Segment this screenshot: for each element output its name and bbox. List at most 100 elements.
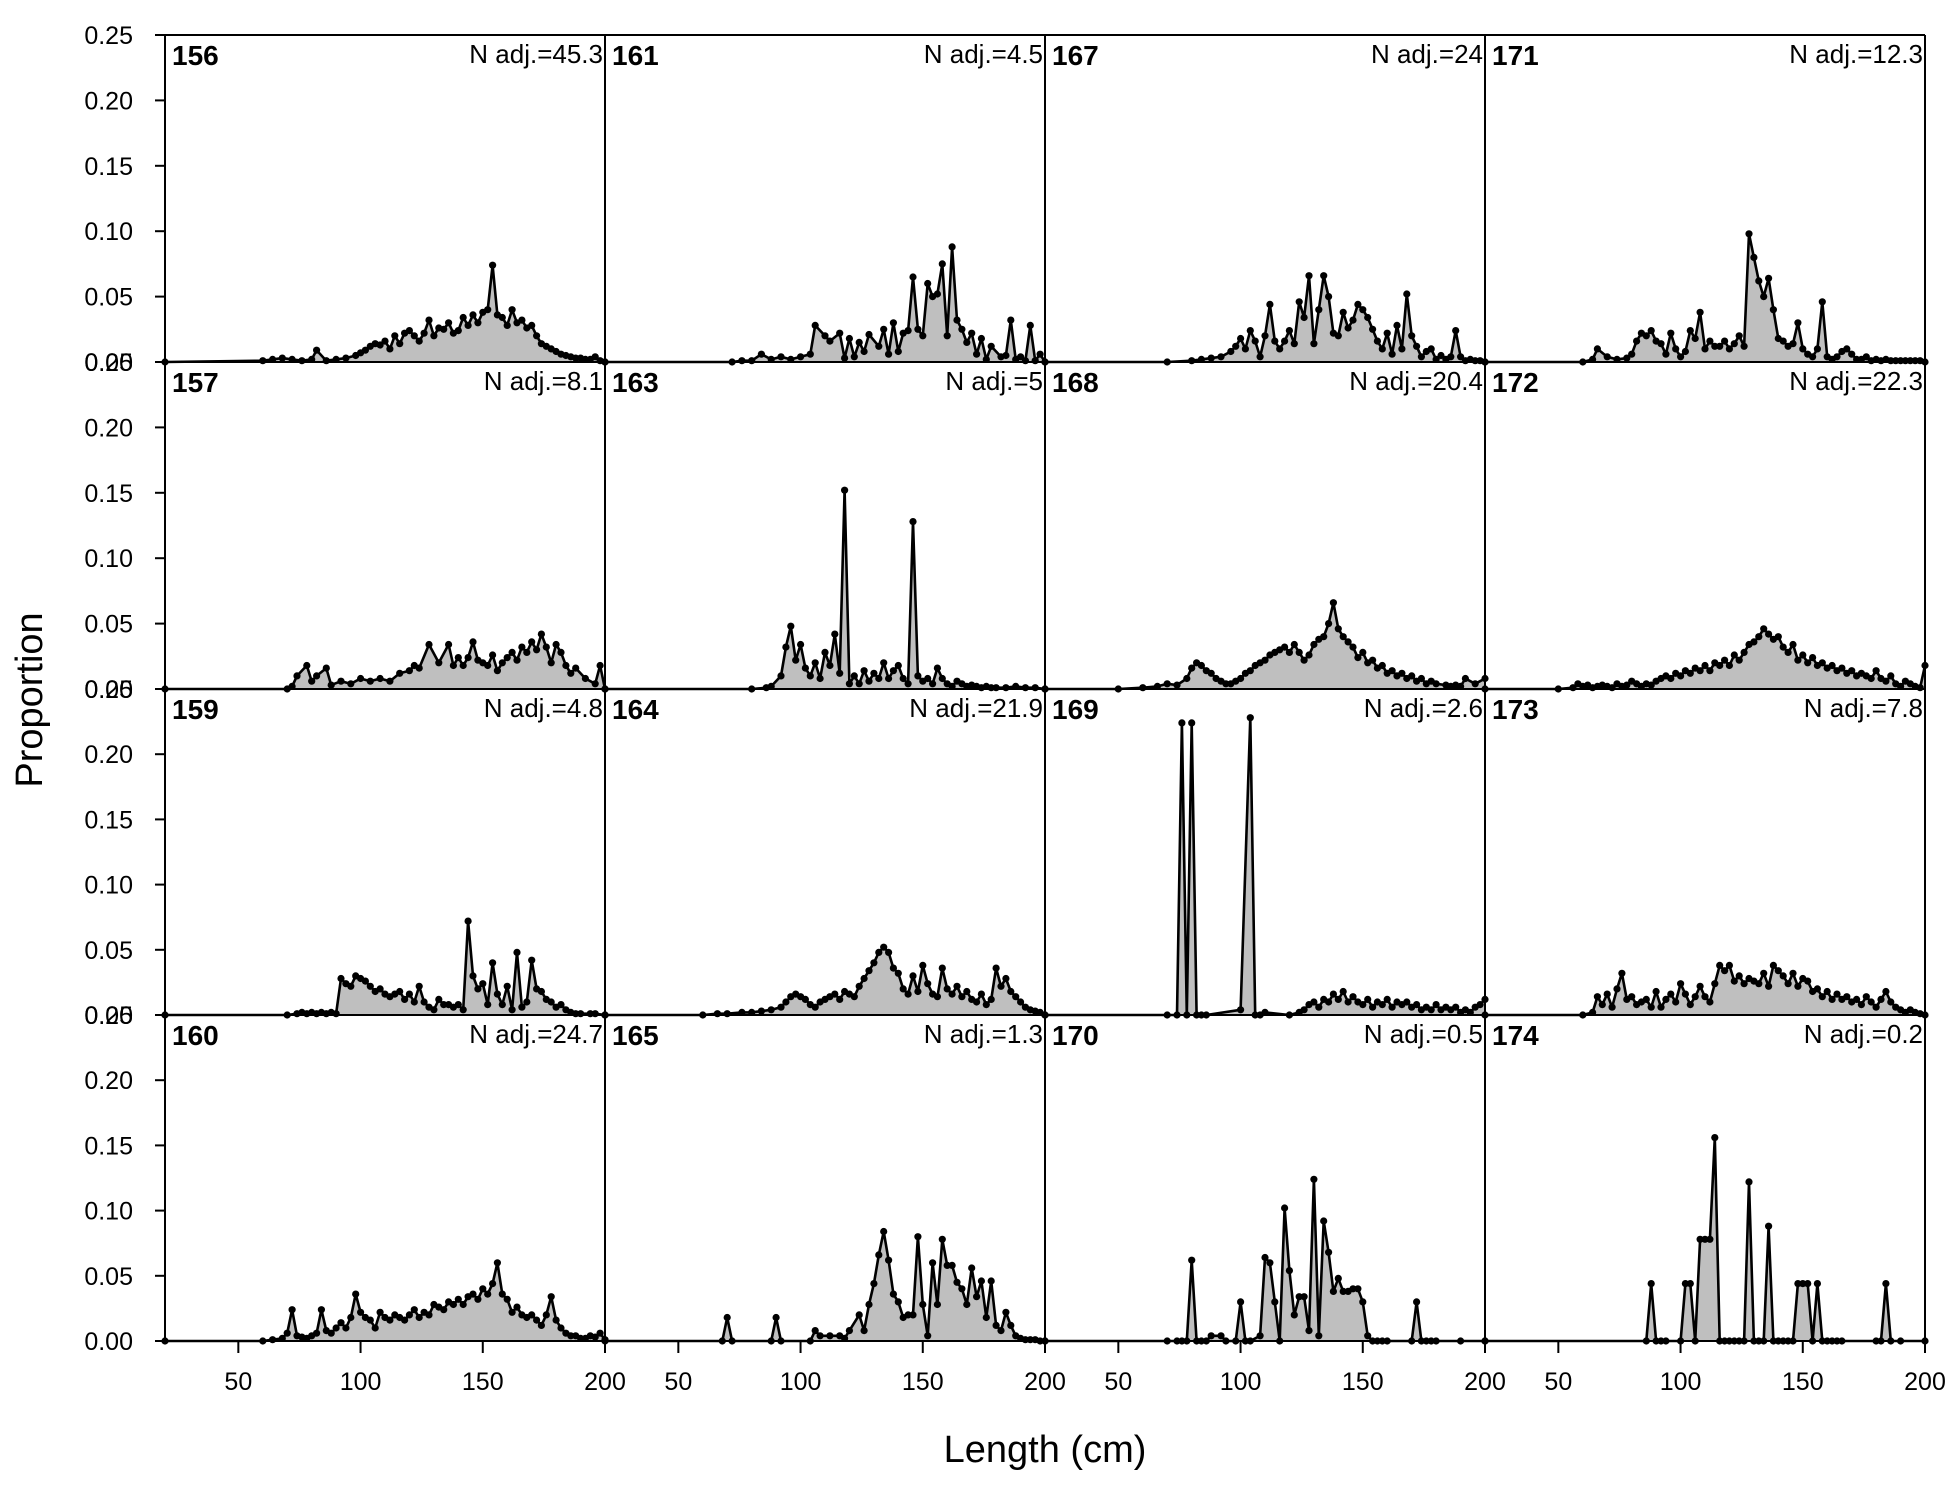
- panel-167: 167 N adj.=24: [1041, 39, 1489, 366]
- data-point: [401, 995, 409, 1004]
- data-point: [508, 1308, 516, 1316]
- y-tick-label: 0.15: [84, 153, 133, 181]
- data-point: [1765, 1222, 1773, 1230]
- data-point: [948, 243, 956, 251]
- data-point: [347, 680, 355, 688]
- data-point: [523, 648, 531, 657]
- data-point: [1813, 1280, 1821, 1288]
- panel-159: 159 N adj.=4.8: [161, 693, 609, 1019]
- data-point: [1329, 599, 1337, 607]
- panel-n-label: N adj.=1.3: [924, 1019, 1043, 1049]
- data-point: [1593, 993, 1601, 1001]
- data-point: [1188, 357, 1196, 365]
- data-point: [904, 680, 912, 688]
- data-point: [1647, 681, 1655, 689]
- series-area: [1045, 717, 1485, 1015]
- data-point: [288, 1306, 296, 1314]
- data-point: [1417, 674, 1425, 683]
- data-point: [1706, 1235, 1714, 1243]
- data-point: [958, 1285, 966, 1293]
- data-point: [410, 1306, 418, 1314]
- data-point: [420, 329, 428, 337]
- panel-id-label: 174: [1492, 1020, 1539, 1051]
- data-point: [357, 674, 365, 683]
- data-point: [396, 340, 404, 348]
- data-point: [933, 664, 942, 672]
- panel-n-label: N adj.=0.2: [1804, 1019, 1923, 1049]
- data-point: [1887, 672, 1895, 680]
- data-point: [567, 669, 575, 677]
- data-point: [1026, 321, 1034, 329]
- data-point: [845, 680, 854, 688]
- data-point: [513, 656, 521, 664]
- data-point: [1246, 714, 1254, 722]
- data-point: [459, 1300, 467, 1309]
- data-point: [1755, 277, 1763, 285]
- data-point: [1730, 340, 1738, 348]
- data-point: [1657, 1003, 1665, 1011]
- data-point: [1857, 1001, 1865, 1009]
- data-point: [1300, 656, 1308, 664]
- data-point: [371, 1324, 379, 1332]
- data-point: [347, 982, 355, 990]
- panel-id-label: 157: [172, 367, 219, 398]
- data-point: [1706, 337, 1714, 345]
- panel-n-label: N adj.=5: [945, 366, 1043, 396]
- data-point: [1241, 345, 1249, 353]
- data-point: [552, 1316, 560, 1324]
- data-point: [1256, 353, 1264, 361]
- data-point: [909, 972, 917, 980]
- data-point: [547, 659, 555, 667]
- data-point: [1188, 664, 1196, 672]
- data-point: [821, 648, 829, 657]
- y-tick-label: 0.20: [84, 741, 133, 769]
- data-point: [1691, 334, 1699, 343]
- panel-170: 170 N adj.=0.5: [1041, 1019, 1489, 1345]
- data-point: [831, 990, 839, 998]
- data-point: [816, 674, 824, 683]
- panel-n-label: N adj.=2.6: [1364, 693, 1483, 723]
- data-point: [885, 674, 893, 683]
- data-point: [880, 325, 888, 333]
- data-point: [459, 313, 467, 322]
- data-point: [904, 990, 912, 998]
- data-point: [469, 972, 477, 980]
- data-point: [1237, 334, 1245, 343]
- y-tick-label: 0.20: [84, 1067, 133, 1095]
- data-point: [1002, 684, 1010, 692]
- data-point: [425, 1311, 433, 1319]
- panel-n-label: N adj.=12.3: [1789, 39, 1923, 69]
- data-point: [1139, 684, 1147, 692]
- data-point: [929, 680, 937, 688]
- data-point: [987, 995, 995, 1004]
- data-point: [474, 1295, 482, 1303]
- data-point: [938, 1235, 946, 1243]
- data-point: [1349, 316, 1357, 324]
- y-tick-label: 0.05: [84, 1263, 133, 1291]
- panel-id-label: 164: [612, 694, 659, 725]
- data-point: [1007, 987, 1015, 996]
- data-point: [503, 982, 511, 990]
- data-point: [1339, 987, 1347, 996]
- data-point: [845, 1327, 854, 1335]
- data-point: [1408, 672, 1416, 680]
- data-point: [1603, 990, 1611, 998]
- data-point: [445, 319, 453, 327]
- data-point: [547, 1293, 555, 1301]
- data-point: [1686, 1001, 1694, 1009]
- data-point: [987, 342, 995, 350]
- data-point: [1031, 684, 1039, 692]
- data-point: [953, 982, 961, 990]
- data-point: [875, 342, 883, 350]
- data-point: [1261, 656, 1269, 664]
- series-line: [605, 488, 1046, 691]
- data-point: [1677, 353, 1685, 361]
- data-point: [1251, 337, 1259, 345]
- data-point: [723, 1010, 731, 1018]
- data-point: [469, 638, 477, 646]
- data-point: [1672, 345, 1680, 353]
- data-point: [1310, 998, 1318, 1006]
- data-point: [1427, 345, 1435, 353]
- data-point: [454, 327, 462, 335]
- data-point: [1603, 353, 1611, 361]
